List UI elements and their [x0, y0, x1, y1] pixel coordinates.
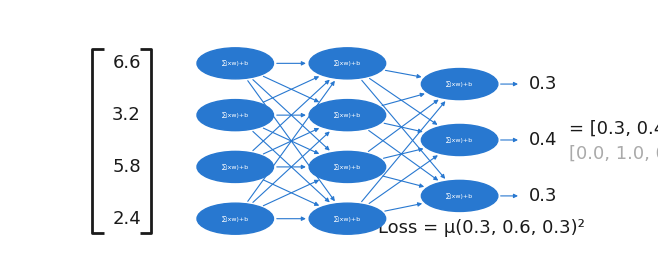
Text: 0.3: 0.3 [528, 75, 557, 93]
Text: [0.0, 1.0, 0.0]: [0.0, 1.0, 0.0] [569, 144, 658, 162]
Text: ∑(xw)+b: ∑(xw)+b [222, 112, 249, 118]
Text: 2.4: 2.4 [112, 210, 141, 228]
Text: ∑(xw)+b: ∑(xw)+b [334, 61, 361, 66]
Text: 5.8: 5.8 [113, 158, 141, 176]
Text: ∑(xw)+b: ∑(xw)+b [222, 216, 249, 222]
Circle shape [421, 180, 498, 211]
Text: ∑(xw)+b: ∑(xw)+b [334, 216, 361, 222]
Text: ∑(xw)+b: ∑(xw)+b [222, 164, 249, 170]
Text: 3.2: 3.2 [112, 106, 141, 124]
Text: 6.6: 6.6 [113, 54, 141, 72]
Circle shape [197, 203, 274, 234]
Circle shape [309, 48, 386, 79]
Text: ∑(xw)+b: ∑(xw)+b [222, 61, 249, 66]
Text: ∑(xw)+b: ∑(xw)+b [334, 164, 361, 170]
Circle shape [309, 100, 386, 131]
Circle shape [197, 48, 274, 79]
Circle shape [309, 151, 386, 182]
Text: = [0.3, 0.4, 0.3]: = [0.3, 0.4, 0.3] [569, 120, 658, 138]
Text: 0.3: 0.3 [528, 187, 557, 205]
Text: ∑(xw)+b: ∑(xw)+b [446, 137, 473, 143]
Text: ∑(xw)+b: ∑(xw)+b [446, 81, 473, 87]
Circle shape [421, 125, 498, 155]
Text: ∑(xw)+b: ∑(xw)+b [334, 112, 361, 118]
Circle shape [197, 100, 274, 131]
Text: Loss = μ(0.3, 0.6, 0.3)²: Loss = μ(0.3, 0.6, 0.3)² [378, 219, 585, 237]
Circle shape [197, 151, 274, 182]
Circle shape [309, 203, 386, 234]
Text: ∑(xw)+b: ∑(xw)+b [446, 193, 473, 199]
Circle shape [421, 69, 498, 100]
Text: 0.4: 0.4 [528, 131, 557, 149]
